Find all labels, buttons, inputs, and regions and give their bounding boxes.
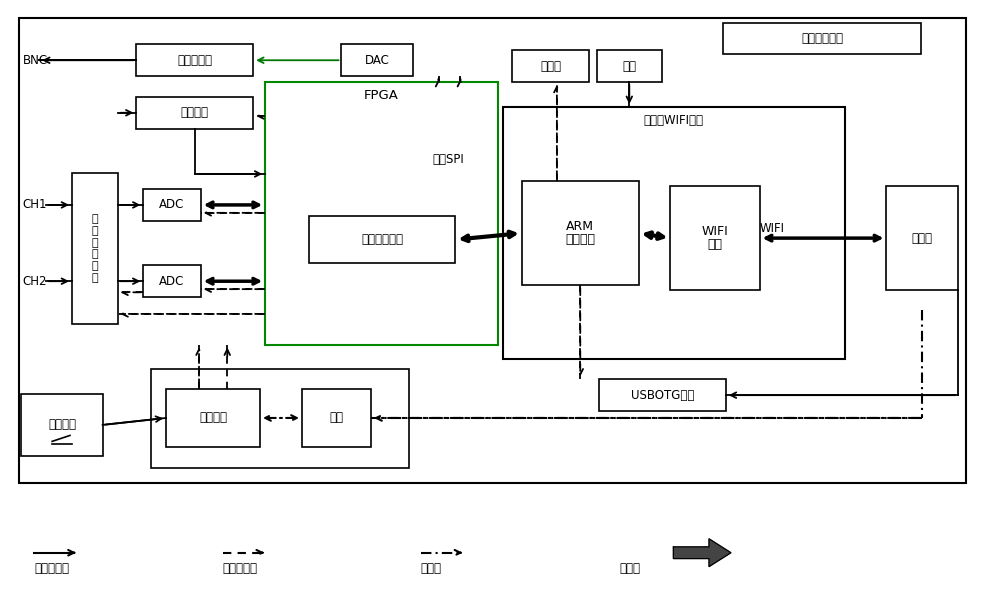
Text: 三线SPI: 三线SPI bbox=[433, 153, 464, 166]
Bar bbox=[512, 51, 589, 82]
Text: 触发通道: 触发通道 bbox=[181, 106, 209, 120]
Text: 指示灯: 指示灯 bbox=[540, 60, 561, 73]
Bar bbox=[341, 45, 413, 76]
Bar bbox=[302, 389, 371, 447]
Bar bbox=[265, 82, 498, 345]
Polygon shape bbox=[673, 539, 731, 567]
Bar bbox=[143, 265, 201, 297]
Bar bbox=[670, 186, 760, 290]
Bar bbox=[309, 216, 455, 264]
Text: 物理开关: 物理开关 bbox=[48, 418, 76, 431]
Text: WIFI: WIFI bbox=[702, 225, 728, 238]
Text: 拓展模块接口: 拓展模块接口 bbox=[801, 32, 843, 45]
Text: 数据缓存电路: 数据缓存电路 bbox=[361, 233, 403, 246]
Text: 通: 通 bbox=[91, 261, 98, 271]
Text: ADC: ADC bbox=[159, 198, 185, 212]
Text: 嵌入式WIFI模块: 嵌入式WIFI模块 bbox=[644, 114, 704, 127]
Text: 终端机: 终端机 bbox=[912, 232, 933, 245]
Text: 电源模块: 电源模块 bbox=[199, 412, 227, 425]
Bar bbox=[151, 370, 409, 468]
Text: 调: 调 bbox=[91, 237, 98, 248]
Text: CH1: CH1 bbox=[22, 198, 47, 212]
Bar bbox=[136, 45, 253, 76]
Bar bbox=[886, 186, 958, 290]
Text: 电源线: 电源线 bbox=[421, 562, 442, 575]
Bar bbox=[72, 173, 118, 324]
Text: FPGA: FPGA bbox=[364, 90, 399, 102]
Text: DAC: DAC bbox=[365, 54, 390, 66]
Text: BNC: BNC bbox=[22, 54, 48, 66]
Bar bbox=[136, 97, 253, 129]
Text: 模拟信号线: 模拟信号线 bbox=[34, 562, 69, 575]
Bar bbox=[166, 389, 260, 447]
Text: 芯片: 芯片 bbox=[708, 239, 723, 251]
Text: 理: 理 bbox=[91, 249, 98, 259]
Text: 道: 道 bbox=[91, 273, 98, 283]
Text: WIFI: WIFI bbox=[760, 222, 785, 235]
Text: 低通滤波器: 低通滤波器 bbox=[177, 54, 212, 66]
Bar bbox=[599, 379, 726, 411]
Text: USBOTG接口: USBOTG接口 bbox=[631, 389, 694, 401]
Text: 按键: 按键 bbox=[622, 60, 636, 73]
Bar bbox=[597, 51, 662, 82]
Text: ARM: ARM bbox=[566, 220, 594, 233]
Text: 控制信号线: 控制信号线 bbox=[223, 562, 258, 575]
Bar bbox=[503, 107, 845, 359]
Text: 信: 信 bbox=[91, 214, 98, 224]
Text: 微控制器: 微控制器 bbox=[565, 234, 595, 246]
Text: 数据线: 数据线 bbox=[619, 562, 640, 575]
Bar bbox=[143, 189, 201, 221]
Text: CH2: CH2 bbox=[22, 274, 47, 288]
Bar bbox=[19, 18, 966, 483]
Text: 电池: 电池 bbox=[330, 412, 344, 425]
Bar bbox=[522, 181, 639, 285]
Bar bbox=[723, 23, 921, 54]
Bar bbox=[21, 394, 103, 456]
Text: 号: 号 bbox=[91, 226, 98, 235]
Text: ADC: ADC bbox=[159, 274, 185, 288]
